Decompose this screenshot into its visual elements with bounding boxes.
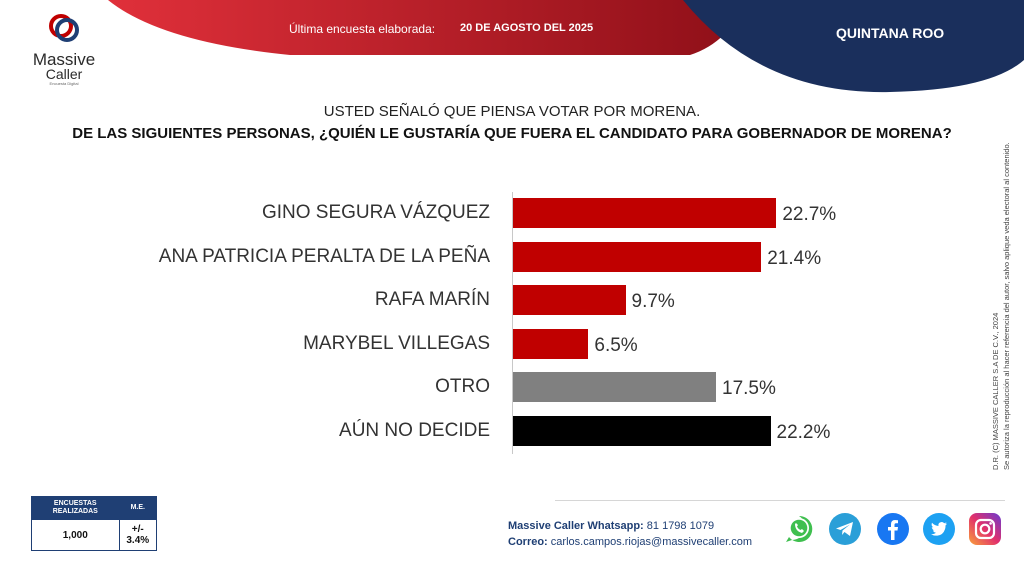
bar — [513, 415, 771, 446]
survey-date: 20 DE AGOSTO DEL 2025 — [460, 22, 594, 34]
whatsapp-label: Massive Caller Whatsapp: — [508, 520, 644, 532]
category-label: AÚN NO DECIDE — [339, 419, 490, 441]
whatsapp-contact: Massive Caller Whatsapp: 81 1798 1079 — [508, 520, 714, 532]
value-label: 21.4% — [767, 247, 822, 269]
twitter-icon[interactable] — [922, 512, 956, 546]
header-navy-shape — [683, 0, 1024, 93]
surveys-count: 1,000 — [31, 519, 120, 551]
value-label: 9.7% — [631, 291, 675, 312]
brand-logo: Massive Caller Encuesta Digital — [28, 12, 100, 86]
state-name: QUINTANA ROO — [836, 25, 945, 41]
category-label: RAFA MARÍN — [374, 289, 490, 310]
bar — [513, 285, 626, 315]
margin-of-error: +/- 3.4% — [118, 519, 158, 551]
telegram-icon[interactable] — [828, 512, 862, 546]
footer-divider — [555, 500, 1005, 501]
category-label: OTRO — [435, 376, 490, 397]
whatsapp-icon[interactable] — [782, 512, 816, 546]
bar — [513, 198, 777, 228]
brand-name-line2: Caller — [45, 66, 83, 82]
reproduction-note: Se autoriza la reproducción al hacer ref… — [1002, 142, 1011, 470]
value-label: 6.5% — [594, 334, 638, 356]
logo-icon — [49, 14, 79, 42]
copyright-note: D.R. (C) MASSIVE CALLER S.A DE C.V., 202… — [990, 142, 1012, 470]
bar — [513, 241, 762, 272]
value-label: 22.7% — [782, 204, 837, 225]
survey-date-label: Última encuesta elaborada: — [289, 22, 436, 36]
bar — [513, 372, 716, 402]
facebook-icon[interactable] — [876, 512, 910, 546]
survey-stats-table: ENCUESTAS REALIZADAS M.E. 1,000 +/- 3.4% — [31, 496, 158, 551]
bar — [513, 328, 589, 359]
whatsapp-number: 81 1798 1079 — [646, 520, 715, 532]
category-label: MARYBEL VILLEGAS — [303, 332, 490, 354]
instagram-icon[interactable] — [968, 512, 1002, 546]
category-label: GINO SEGURA VÁZQUEZ — [261, 202, 490, 223]
copyright-line: D.R. (C) MASSIVE CALLER S.A DE C.V., 202… — [991, 312, 1000, 470]
question-intro: USTED SEÑALÓ QUE PIENSA VOTAR POR MORENA… — [323, 103, 701, 120]
chart-axis-line — [512, 192, 513, 454]
brand-name-line1: Massive — [32, 50, 96, 69]
email-address[interactable]: carlos.campos.riojas@massivecaller.com — [550, 536, 753, 548]
header-red-band — [108, 0, 745, 55]
email-label: Correo: — [508, 536, 548, 548]
email-contact: Correo: carlos.campos.riojas@massivecall… — [508, 536, 752, 548]
question-title: DE LAS SIGUIENTES PERSONAS, ¿QUIÉN LE GU… — [72, 125, 952, 142]
margin-header: M.E. — [118, 496, 158, 520]
surveys-header: ENCUESTAS REALIZADAS — [31, 496, 120, 520]
header-background — [108, 0, 1024, 93]
category-label: ANA PATRICIA PERALTA DE LA PEÑA — [158, 245, 490, 267]
value-label: 17.5% — [722, 378, 776, 399]
brand-tagline: Encuesta Digital — [49, 81, 79, 86]
value-label: 22.2% — [776, 421, 831, 443]
